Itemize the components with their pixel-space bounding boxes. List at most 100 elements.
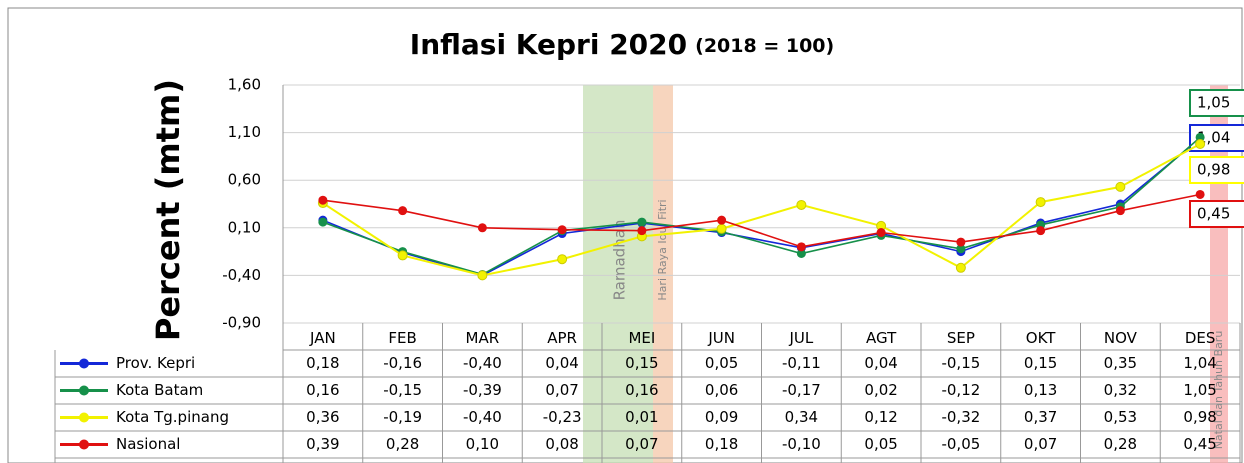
series-line [322,137,1201,277]
data-point [1036,226,1046,236]
title: Inflasi Kepri 2020 [410,28,687,61]
y-tick-label: -0,40 [222,266,261,284]
table-value: 0,07 [625,435,658,453]
table-value: 0,53 [1104,408,1137,426]
data-point [557,225,567,235]
legend-label: Prov. Kepri [116,354,195,372]
x-tick-label: AGT [866,329,897,347]
table-value: 0,04 [545,354,578,372]
data-point [956,244,966,254]
table-value: -0,23 [543,408,582,426]
x-tick-label: SEP [947,329,975,347]
annotation-label: Hari Raya Idul Fitri [656,199,669,300]
table-value: 0,16 [625,381,658,399]
table-value: -0,12 [941,381,980,399]
table-value: 0,34 [785,408,818,426]
annotation-label: Natal dan Tahun Baru [1212,331,1225,450]
subtitle: (2018 = 100) [695,35,834,57]
end-label: 1,05 [1197,94,1230,112]
table-value: 0,05 [864,435,897,453]
legend-marker [79,358,89,369]
table-value: 1,04 [1183,354,1216,372]
table-value: 0,01 [625,408,658,426]
table-value: 0,18 [705,435,738,453]
table-value: 0,98 [1183,408,1216,426]
end-label-box [1189,200,1244,228]
end-label-box [1189,156,1244,184]
table-value: 0,32 [1104,381,1137,399]
x-tick-label: OKT [1026,329,1056,347]
table-value: 0,08 [545,435,578,453]
series-line [322,143,1201,277]
table-value: 0,16 [306,381,339,399]
y-tick-label: 0,60 [228,171,261,189]
chart-title: Inflasi Kepri 2020 (2018 = 100) [410,28,834,61]
table-value: 0,07 [545,381,578,399]
table-value: -0,15 [941,354,980,372]
annotation-label: Ramadhan [611,220,629,301]
end-label: 1,04 [1197,129,1230,147]
table-value: 0,39 [306,435,339,453]
legend-label: Nasional [116,435,180,453]
data-point [318,195,328,205]
table-value: 0,05 [705,354,738,372]
legend-label: Kota Batam [116,381,203,399]
legend-marker [79,439,89,450]
data-point [876,228,886,238]
legend-marker [79,385,89,396]
end-label: 0,98 [1197,161,1230,179]
table-value: 0,36 [306,408,339,426]
data-point [955,262,966,273]
y-tick-label: -0,90 [222,314,261,332]
table-value: -0,32 [941,408,980,426]
series-line [322,136,1201,276]
table-value: 0,18 [306,354,339,372]
data-point [1035,197,1046,208]
table-value: -0,17 [782,381,821,399]
table-value: 0,04 [864,354,897,372]
table-value: 0,07 [1024,435,1057,453]
data-point [1195,189,1205,199]
data-point [397,250,408,261]
table-value: 0,12 [864,408,897,426]
data-point [1115,181,1126,192]
table-value: -0,39 [463,381,502,399]
y-axis-label: Percent (mtm) [149,79,187,341]
x-tick-label: MEI [628,329,655,347]
x-tick-label: MAR [466,329,500,347]
table-value: 0,13 [1024,381,1057,399]
table-value: 0,37 [1024,408,1057,426]
table-value: -0,05 [941,435,980,453]
x-tick-label: NOV [1104,329,1138,347]
data-point [637,226,647,236]
y-tick-label: 1,10 [228,123,261,141]
annotation-band [583,85,653,463]
legend-marker [79,412,89,423]
legend-label: Kota Tg.pinang [116,408,229,426]
y-tick-label: 1,60 [228,76,261,94]
table-value: 0,45 [1183,435,1216,453]
table-value: -0,40 [463,354,502,372]
data-point [956,237,966,247]
table-value: -0,10 [782,435,821,453]
data-point [398,206,408,216]
table-value: -0,11 [782,354,821,372]
data-point [477,223,487,233]
data-point [716,223,727,234]
table-value: -0,19 [383,408,422,426]
table-value: 0,35 [1104,354,1137,372]
table-value: -0,16 [383,354,422,372]
table-value: 0,15 [625,354,658,372]
end-label-box [1189,89,1244,117]
x-tick-label: FEB [388,329,416,347]
data-point [557,254,568,265]
table-value: 0,06 [705,381,738,399]
data-point [1115,206,1125,216]
end-label: 0,45 [1197,205,1230,223]
x-tick-label: APR [547,329,577,347]
annotation-band [653,85,673,463]
frame [7,7,1243,463]
data-point [637,217,647,227]
table-value: 0,28 [386,435,419,453]
